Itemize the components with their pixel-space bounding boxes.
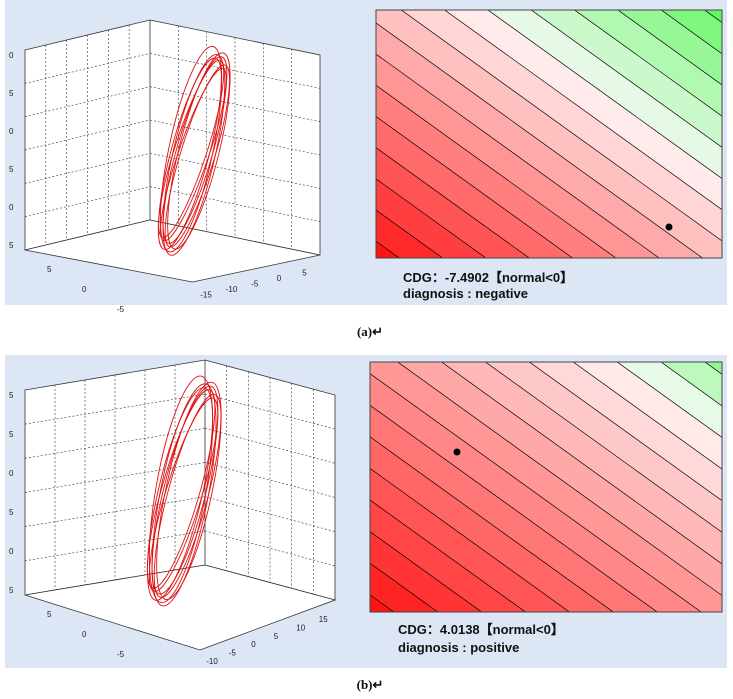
cdg-value: CDG：-7.4902【normal<0】 — [403, 270, 573, 285]
box-wall — [24, 359, 336, 601]
panel: 5 5 0 5 0 5 5 0 -5 -10 -5 0 5 10 15 CDG：4.0138【normal<0… — [5, 355, 727, 692]
contour-band — [487, 10, 722, 179]
contour-band — [376, 10, 722, 258]
z-tick-label: 5 — [9, 391, 14, 400]
y-tick-label: -15 — [200, 290, 212, 299]
z-tick-label: 0 — [9, 51, 14, 60]
y-tick-label: 15 — [319, 615, 328, 624]
diagnosis: diagnosis : negative — [403, 286, 528, 301]
diagnosis: diagnosis : positive — [398, 640, 519, 655]
grid — [204, 462, 336, 498]
grid — [204, 530, 336, 567]
contour-map — [370, 362, 722, 612]
z-tick-label: 0 — [9, 547, 14, 556]
contour-band — [441, 362, 722, 565]
trajectory — [160, 68, 227, 242]
grid — [24, 393, 206, 425]
z-tick-label: 5 — [9, 165, 14, 174]
trajectory — [156, 381, 222, 600]
y-tick-label: 0 — [251, 640, 256, 649]
grid — [204, 393, 336, 430]
trajectory — [153, 393, 222, 598]
contour-band — [574, 10, 722, 117]
z-tick-label: 0 — [9, 203, 14, 212]
z-tick-label: 5 — [9, 241, 14, 250]
trajectory — [167, 52, 231, 250]
z-tick-label: 5 — [9, 89, 14, 98]
y-tick-label: -5 — [251, 280, 259, 289]
trajectory — [151, 385, 219, 595]
grid — [24, 86, 151, 117]
z-tick-label: 5 — [9, 430, 14, 439]
x-tick-label: -5 — [117, 305, 125, 314]
y-tick-label: -10 — [206, 657, 218, 666]
contour-band — [572, 362, 722, 470]
panel: 0 5 0 5 0 5 5 0 -5 -15 -10 -5 0 5 CDG：-7.4902【normal<0… — [5, 0, 727, 339]
z-tick-label: 0 — [9, 469, 14, 478]
contour-band — [704, 362, 722, 375]
trajectory — [146, 389, 216, 589]
z-tick-label: 0 — [9, 127, 14, 136]
grid — [24, 530, 206, 562]
box-wall — [24, 19, 321, 256]
z-tick-label: 5 — [9, 508, 14, 517]
contour-band — [528, 362, 722, 502]
contour-band — [400, 10, 722, 242]
contour-band — [660, 362, 722, 407]
trajectory — [158, 59, 225, 238]
x-tick-label: 0 — [82, 285, 87, 294]
y-tick-label: -5 — [229, 649, 237, 658]
contour-band — [704, 10, 722, 23]
grid — [149, 186, 321, 222]
contour-band — [616, 362, 722, 438]
y-tick-label: -10 — [226, 285, 238, 294]
map-frame — [375, 9, 723, 259]
y-tick-label: 0 — [277, 274, 282, 283]
y-tick-label: 10 — [296, 624, 305, 633]
contour-band — [444, 10, 722, 211]
x-tick-label: 5 — [47, 610, 52, 619]
contour-band — [370, 362, 722, 612]
y-tick-label: 5 — [302, 269, 307, 278]
trajectory — [148, 397, 219, 592]
contour-band — [660, 10, 722, 55]
y-tick-label: 5 — [274, 632, 279, 641]
grid — [24, 153, 151, 184]
contour-band — [397, 362, 722, 596]
map-frame — [369, 361, 723, 613]
state-dot — [453, 448, 461, 456]
trajectory — [164, 64, 230, 248]
grid — [24, 186, 151, 217]
box-floor — [24, 219, 321, 283]
x-tick-label: -5 — [117, 650, 125, 659]
state-dot — [665, 223, 673, 231]
contour-band — [530, 10, 722, 148]
x-tick-label: 0 — [82, 630, 87, 639]
x-tick-label: 5 — [47, 265, 52, 274]
grid — [149, 86, 321, 122]
trajectory — [162, 56, 228, 244]
contour-map — [376, 10, 722, 258]
z-tick-label: 5 — [9, 586, 14, 595]
cdg-value: CDG：4.0138【normal<0】 — [398, 622, 564, 637]
caption: (b)↵ — [357, 677, 384, 692]
caption: (a)↵ — [357, 324, 383, 339]
contour-band — [485, 362, 722, 533]
contour-band — [617, 10, 722, 86]
